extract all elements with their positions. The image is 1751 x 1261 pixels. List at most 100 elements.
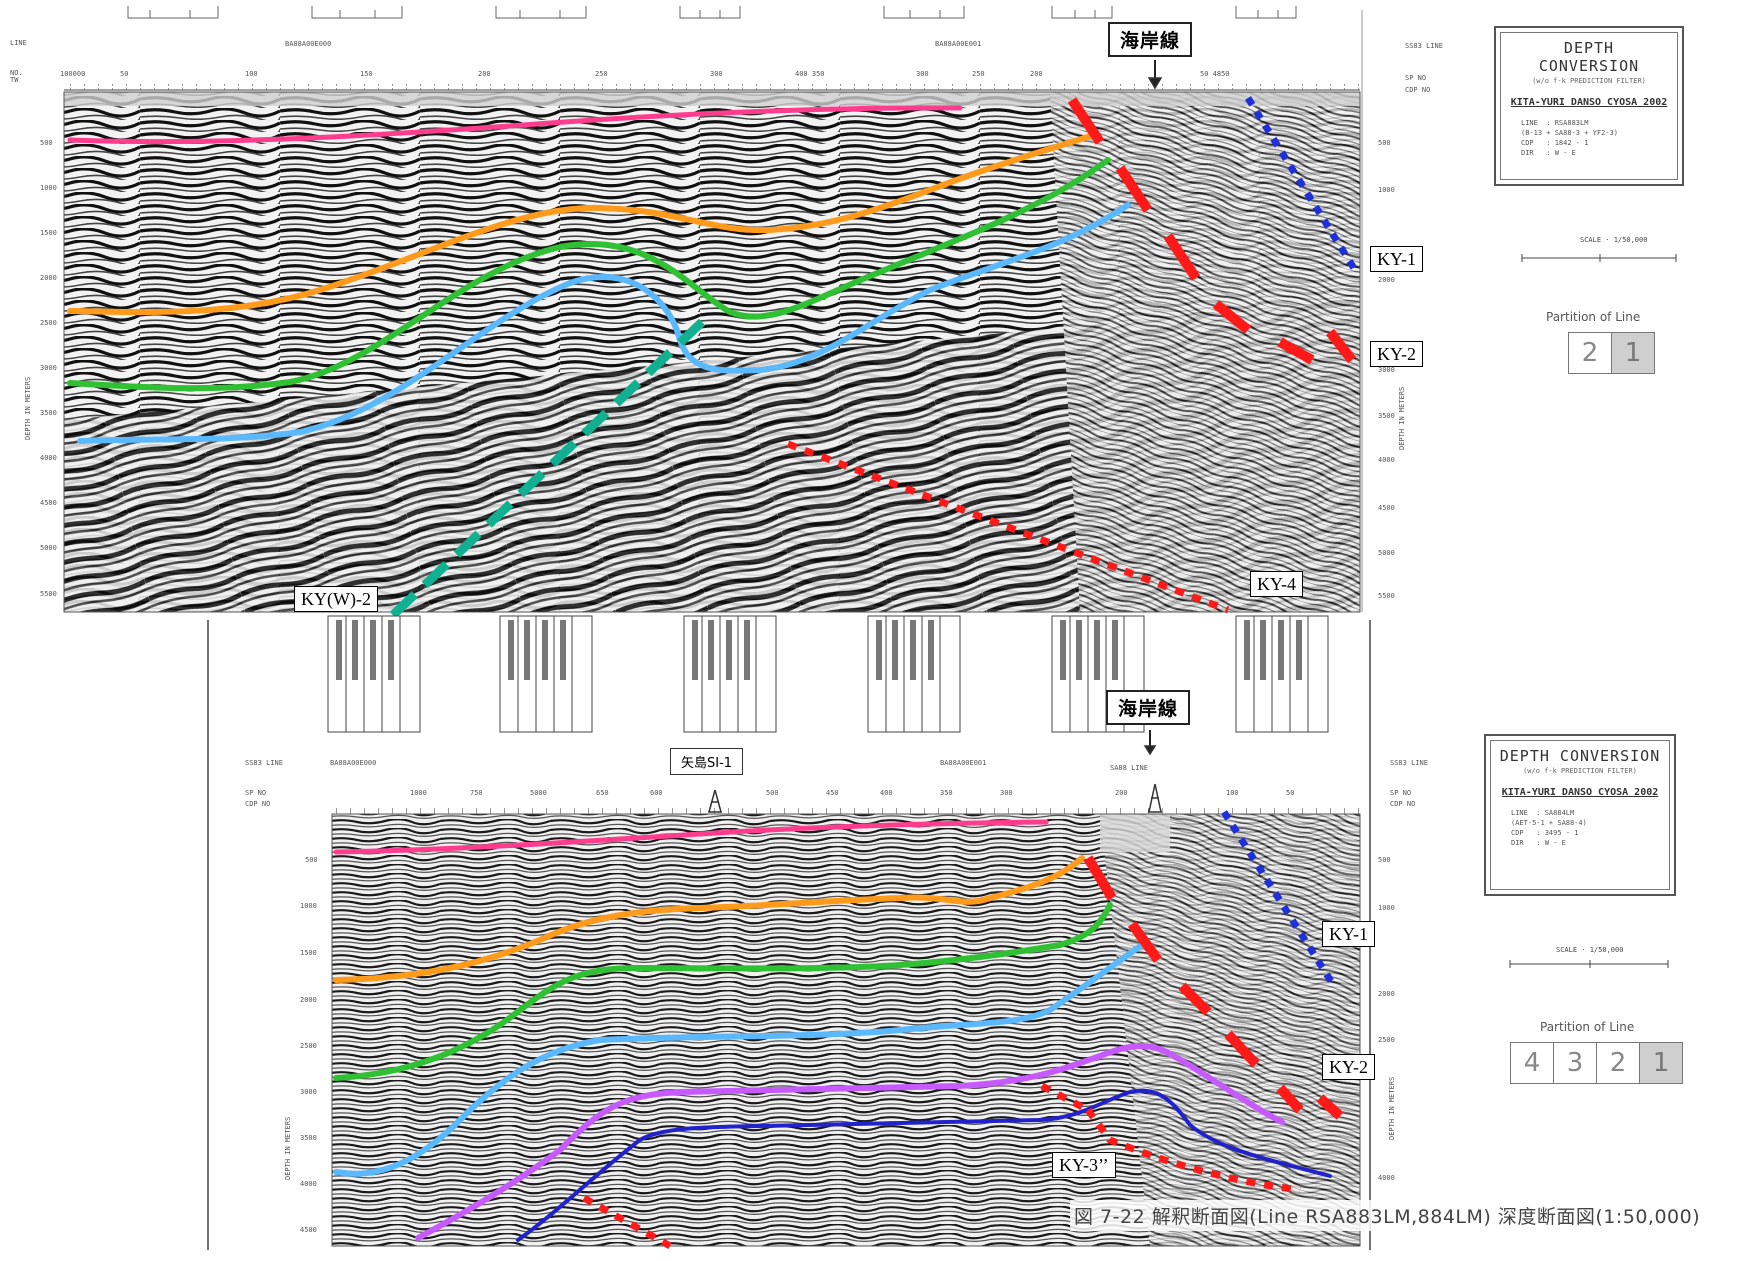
- svg-text:CDP NO: CDP NO: [245, 800, 270, 808]
- svg-text:1000: 1000: [1378, 904, 1395, 912]
- svg-text:3000: 3000: [40, 364, 57, 372]
- title-line3-top: CDP : 1842 - 1: [1521, 139, 1589, 147]
- bottom-header-annotations: SS83 LINE SP NO CDP NO BA88A00E000 BA88A00E…: [245, 759, 1428, 808]
- title-block-bottom-inner: DEPTH CONVERSION (w/o f-k PREDICTION FIL…: [1490, 740, 1670, 890]
- bottom-horizons: [333, 819, 1332, 1242]
- svg-text:500: 500: [40, 139, 53, 147]
- partition-box-4: 4: [1510, 1042, 1554, 1084]
- svg-text:DEPTH IN METERS: DEPTH IN METERS: [1398, 387, 1406, 450]
- fault-label-ky2-top: KY-2: [1370, 341, 1423, 367]
- svg-text:5500: 5500: [40, 590, 57, 598]
- svg-text:5000: 5000: [1378, 549, 1395, 557]
- svg-text:4500: 4500: [40, 499, 57, 507]
- svg-text:250: 250: [972, 70, 985, 78]
- top-depth-axis: 500 1000 1500 2000 2500 3000 3500 4000 4500 500…: [24, 139, 1406, 600]
- bottom-faults: [582, 810, 1344, 1250]
- fault-label-kyw2: KY(W)-2: [294, 586, 378, 612]
- top-horizon-green: [67, 157, 1111, 392]
- svg-text:500: 500: [1378, 856, 1391, 864]
- title-heading-top: DEPTH CONVERSION: [1538, 39, 1640, 75]
- svg-text:400 350: 400 350: [795, 70, 825, 78]
- title-line-info-top: LINE : RSA883LM (B-13 + SA88-3 + YF2-3) CD…: [1509, 118, 1669, 158]
- top-horizon-pink: [67, 105, 963, 145]
- fault-ky2-top: [1067, 97, 1356, 365]
- scale-label-top: SCALE · 1/50,000: [1580, 236, 1648, 244]
- svg-text:DEPTH IN METERS: DEPTH IN METERS: [284, 1117, 292, 1180]
- svg-text:5000: 5000: [530, 789, 547, 797]
- well-label: 矢島SI-1: [670, 748, 744, 775]
- top-header-annotations: [64, 6, 1360, 91]
- bottom-horizon-navy: [516, 1088, 1332, 1242]
- svg-text:4000: 4000: [1378, 1174, 1395, 1182]
- svg-text:500: 500: [1378, 139, 1391, 147]
- record-column-text: [336, 620, 1302, 680]
- bottom-ticks: [332, 808, 1360, 815]
- title-line3-bottom: CDP : 3495 - 1: [1511, 829, 1579, 837]
- bottom-horizon-pink: [333, 819, 1049, 855]
- svg-text:2000: 2000: [40, 274, 57, 282]
- fault-label-ky4: KY-4: [1250, 571, 1303, 597]
- svg-text:4000: 4000: [1378, 456, 1395, 464]
- bottom-depth-axis: 500 1000 1500 2000 2500 3000 3500 4000 4500 50…: [284, 856, 1396, 1234]
- svg-text:SP NO: SP NO: [245, 789, 266, 797]
- well-derricks: [708, 60, 1163, 813]
- svg-text:3500: 3500: [300, 1134, 317, 1142]
- title-line4-top: DIR : W - E: [1521, 149, 1576, 157]
- svg-text:3500: 3500: [1378, 412, 1395, 420]
- svg-text:TW: TW: [10, 76, 19, 84]
- svg-text:BA88A00E001: BA88A00E001: [940, 759, 986, 767]
- svg-text:2000: 2000: [300, 996, 317, 1004]
- svg-text:CDP NO: CDP NO: [1405, 86, 1430, 94]
- fault-label-ky1-top: KY-1: [1370, 246, 1423, 272]
- title-line2-bottom: (AET-5-1 + SA88-4): [1511, 819, 1587, 827]
- title-line4-bottom: DIR : W - E: [1511, 839, 1566, 847]
- fault-label-ky2-bottom: KY-2: [1322, 1054, 1375, 1080]
- svg-text:1000: 1000: [1378, 186, 1395, 194]
- figure-caption: 図 7-22 解釈断面図(Line RSA883LM,884LM) 深度断面図(…: [1070, 1200, 1705, 1231]
- svg-text:2500: 2500: [1378, 1036, 1395, 1044]
- bottom-horizon-green: [333, 902, 1113, 1081]
- svg-text:250: 250: [595, 70, 608, 78]
- partition-box-3: 3: [1553, 1042, 1597, 1084]
- svg-text:150: 150: [360, 70, 373, 78]
- svg-text:500: 500: [305, 856, 318, 864]
- title-block-top: DEPTH CONVERSION (w/o f-k PREDICTION FIL…: [1494, 26, 1684, 186]
- svg-text:DEPTH IN METERS: DEPTH IN METERS: [24, 377, 32, 440]
- scale-bars: [1509, 254, 1677, 968]
- svg-text:BA88A00E000: BA88A00E000: [330, 759, 376, 767]
- svg-text:4000: 4000: [300, 1180, 317, 1188]
- svg-text:2000: 2000: [1378, 276, 1395, 284]
- svg-text:650: 650: [596, 789, 609, 797]
- svg-text:100: 100: [245, 70, 258, 78]
- top-seismic-section: [63, 91, 1361, 613]
- top-horizon-lightblue: [77, 202, 1131, 444]
- title-line1-bottom: LINE : SA884LM: [1511, 809, 1575, 817]
- fault-kyw2: [388, 318, 706, 620]
- title-line2-top: (B-13 + SA88-3 + YF2-3): [1521, 129, 1618, 137]
- top-horizon-orange: [67, 133, 1093, 316]
- svg-text:600: 600: [650, 789, 663, 797]
- svg-text:300: 300: [1000, 789, 1013, 797]
- fault-ky1-bottom: [1221, 810, 1337, 988]
- svg-text:1500: 1500: [300, 949, 317, 957]
- partition-box-1-bottom: 1: [1639, 1042, 1683, 1084]
- svg-text:LINE: LINE: [10, 39, 27, 47]
- svg-text:SA88 LINE: SA88 LINE: [1110, 764, 1148, 772]
- title-block-top-inner: DEPTH CONVERSION (w/o f-k PREDICTION FIL…: [1500, 32, 1678, 180]
- svg-text:200: 200: [1115, 789, 1128, 797]
- bottom-seismic-section: [331, 813, 1361, 1247]
- svg-text:5500: 5500: [1378, 592, 1395, 600]
- partition-box-2-bottom: 2: [1596, 1042, 1640, 1084]
- title-line-info-bottom: LINE : SA884LM (AET-5-1 + SA88-4) CDP : 34…: [1499, 808, 1661, 848]
- bottom-horizon-purple: [415, 1042, 1285, 1241]
- svg-text:5000: 5000: [40, 544, 57, 552]
- title-sub-bottom: (w/o f-k PREDICTION FILTER): [1523, 767, 1637, 775]
- svg-text:SP NO: SP NO: [1405, 74, 1426, 82]
- bottom-horizon-orange: [333, 855, 1085, 983]
- fault-ky4: [786, 440, 1230, 614]
- fault-ky1-top: [1245, 96, 1358, 272]
- fault-ky2-bottom: [1083, 855, 1344, 1120]
- svg-text:300: 300: [916, 70, 929, 78]
